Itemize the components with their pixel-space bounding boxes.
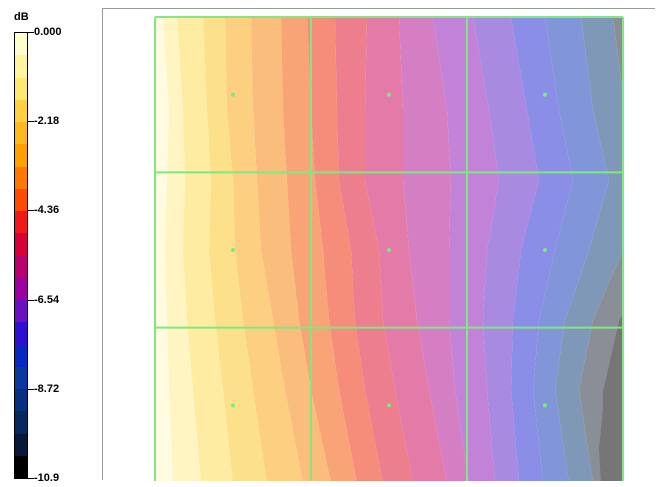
colorbar-tick-label: -4.36 (34, 204, 60, 216)
colorbar-unit: dB (14, 11, 29, 23)
colorbar-tick (28, 300, 34, 301)
sample-point (543, 248, 547, 252)
contour-band (365, 17, 447, 481)
colorbar-segment (15, 33, 27, 56)
colorbar-segment (15, 277, 27, 300)
contour-band (251, 17, 331, 481)
sample-point (387, 248, 391, 252)
colorbar-segment (15, 433, 27, 456)
colorbar-segment (15, 99, 27, 122)
colorbar-tick-label: -10.9 (34, 472, 60, 484)
contour-band (579, 17, 623, 481)
colorbar-tick (28, 389, 34, 390)
contour-band (225, 17, 303, 481)
colorbar-segment (15, 166, 27, 189)
sample-point (231, 403, 235, 408)
colorbar-segment (15, 366, 27, 389)
contour-band (399, 17, 469, 481)
colorbar-tick-label: -6.54 (34, 294, 60, 306)
contour-band (307, 17, 383, 481)
contour-band (533, 17, 609, 481)
colorbar-tick (28, 32, 34, 33)
contour-band (203, 17, 267, 481)
contour-map (154, 16, 624, 481)
colorbar-segment (15, 455, 27, 478)
colorbar-segment (15, 389, 27, 412)
colorbar-segment (15, 255, 27, 278)
colorbar-tick-label: -2.18 (34, 115, 60, 127)
colorbar-segment (15, 144, 27, 167)
colorbar-tick-label: -8.72 (34, 383, 60, 395)
sample-point (231, 248, 235, 252)
sample-point (387, 403, 391, 408)
contour-fills (155, 17, 623, 481)
colorbar-segment (15, 300, 27, 323)
colorbar-tick-label: 0.000 (34, 26, 62, 38)
colorbar-segment (15, 322, 27, 345)
plot-area (102, 8, 655, 481)
colorbar-segment (15, 411, 27, 434)
contour-band (177, 17, 233, 481)
colorbar-gradient (14, 32, 28, 479)
colorbar-segment (15, 211, 27, 234)
colorbar-segment (15, 233, 27, 256)
sample-point (543, 403, 547, 408)
sample-points (231, 92, 547, 408)
contour-band (155, 17, 173, 481)
contour-band (281, 17, 357, 481)
sample-point (231, 92, 235, 97)
colorbar-tick (28, 210, 34, 211)
colorbar-segment (15, 55, 27, 78)
colorbar-tick (28, 478, 34, 479)
colorbar-tick (28, 121, 34, 122)
colorbar-segment (15, 77, 27, 100)
colorbar-segment (15, 344, 27, 367)
contour-band (473, 17, 539, 481)
contour-band (555, 17, 623, 481)
contour-band (163, 17, 201, 481)
contour-band (599, 329, 623, 481)
contour-band (335, 17, 413, 481)
sample-point (543, 92, 547, 97)
sample-point (387, 92, 391, 97)
colorbar-segment (15, 188, 27, 211)
contour-band (511, 17, 573, 481)
grid-lines (154, 16, 624, 481)
colorbar-segment (15, 122, 27, 145)
